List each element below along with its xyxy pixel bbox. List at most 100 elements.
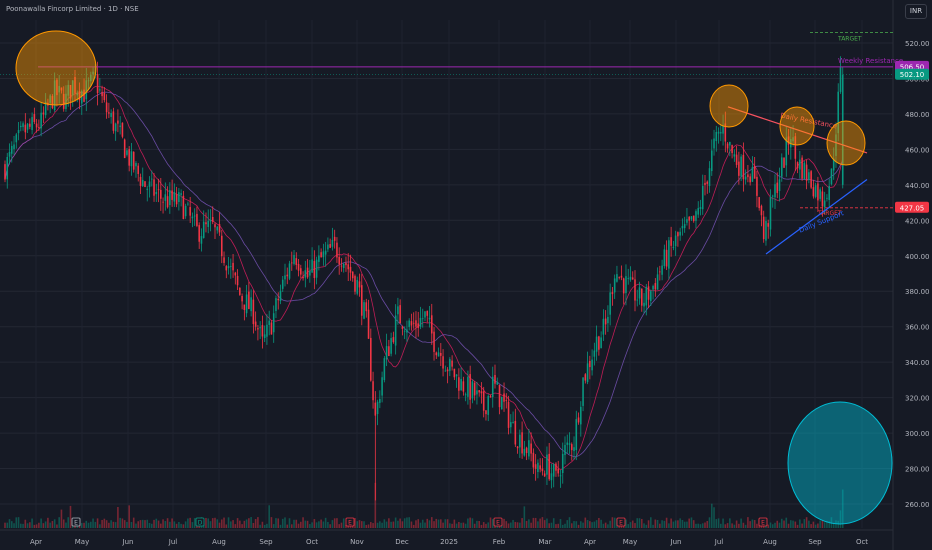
volume-bar bbox=[681, 519, 684, 528]
candle-body bbox=[796, 162, 799, 169]
event-marker-label: E bbox=[761, 520, 765, 527]
volume-bar bbox=[381, 522, 383, 528]
candle-body bbox=[774, 184, 776, 198]
currency-button[interactable]: INR bbox=[905, 4, 927, 19]
volume-bar bbox=[430, 517, 433, 528]
volume-bar bbox=[421, 519, 424, 528]
event-marker[interactable] bbox=[195, 517, 205, 527]
candle-body bbox=[546, 454, 548, 475]
candle-body bbox=[647, 286, 650, 300]
candle-body bbox=[268, 320, 270, 325]
highlight-circle bbox=[709, 84, 749, 128]
x-tick-label: Jul bbox=[714, 538, 724, 546]
candle-body bbox=[35, 123, 38, 128]
candle-body bbox=[498, 385, 501, 408]
y-tick-label: 360.00 bbox=[905, 324, 930, 332]
candle-body bbox=[263, 334, 266, 339]
candle-body bbox=[681, 225, 684, 229]
volume-bar bbox=[523, 506, 526, 528]
volume-bar bbox=[706, 520, 709, 528]
volume-bar bbox=[119, 517, 121, 528]
volume-bar bbox=[331, 520, 334, 528]
candle-body bbox=[10, 145, 13, 154]
volume-bar bbox=[103, 518, 106, 528]
volume-bar bbox=[609, 520, 611, 528]
candle-body bbox=[279, 290, 282, 302]
volume-bar bbox=[751, 519, 754, 528]
volume-bar bbox=[293, 519, 295, 528]
candle-body bbox=[555, 463, 557, 471]
volume-bar bbox=[191, 522, 194, 528]
candle-body bbox=[340, 265, 343, 267]
volume-bar bbox=[604, 522, 607, 528]
volume-bar bbox=[155, 518, 158, 528]
price-axis-label bbox=[895, 68, 929, 80]
candle-body bbox=[132, 151, 135, 170]
candle-body bbox=[56, 79, 58, 96]
event-marker[interactable] bbox=[758, 517, 768, 527]
volume-bar bbox=[512, 519, 514, 528]
volume-bar bbox=[263, 524, 266, 528]
candle-body bbox=[324, 250, 327, 255]
candle-body bbox=[832, 158, 835, 171]
volume-bar bbox=[598, 518, 600, 528]
candle-body bbox=[322, 251, 325, 258]
volume-bar bbox=[733, 524, 736, 528]
volume-bar bbox=[173, 521, 176, 528]
x-tick-label: May bbox=[623, 538, 637, 546]
event-marker[interactable] bbox=[71, 517, 81, 527]
price-axis-label-text: 506.50 bbox=[900, 63, 925, 71]
candle-body bbox=[408, 320, 410, 327]
candle-body bbox=[794, 136, 797, 159]
candle-body bbox=[250, 297, 252, 312]
event-marker[interactable] bbox=[616, 517, 626, 527]
candle-body bbox=[71, 80, 74, 96]
volume-bar bbox=[559, 519, 562, 528]
volume-bar bbox=[426, 518, 429, 528]
volume-bar bbox=[51, 521, 54, 528]
volume-bar bbox=[442, 522, 444, 528]
candle-body bbox=[320, 252, 322, 258]
volume-bar bbox=[157, 520, 160, 528]
candle-body bbox=[365, 302, 368, 312]
event-marker[interactable] bbox=[493, 517, 503, 527]
volume-bar bbox=[710, 503, 713, 528]
candle-body bbox=[290, 262, 293, 264]
candle-body bbox=[650, 291, 652, 302]
candle-body bbox=[758, 197, 760, 209]
volume-bar bbox=[672, 521, 675, 528]
candle-body bbox=[180, 193, 182, 195]
candle-body bbox=[241, 296, 243, 302]
candle-body bbox=[257, 328, 259, 330]
candle-body bbox=[315, 259, 318, 278]
candle-body bbox=[110, 113, 112, 117]
volume-bar bbox=[731, 523, 733, 528]
volume-bar bbox=[753, 520, 756, 528]
candle-body bbox=[22, 123, 24, 128]
volume-bar bbox=[22, 523, 24, 528]
volume-bar bbox=[360, 521, 363, 528]
candle-body bbox=[602, 318, 605, 335]
event-marker[interactable] bbox=[345, 517, 355, 527]
candle-body bbox=[184, 205, 187, 217]
candle-body bbox=[388, 346, 390, 357]
candle-body bbox=[799, 159, 801, 170]
volume-bar bbox=[87, 522, 90, 528]
volume-bar bbox=[410, 521, 413, 528]
candle-body bbox=[58, 85, 60, 93]
volume-bar bbox=[218, 522, 221, 528]
volume-bar bbox=[306, 520, 309, 528]
candle-body bbox=[494, 375, 496, 384]
candle-body bbox=[234, 272, 237, 276]
volume-bar bbox=[275, 518, 277, 528]
candle-body bbox=[568, 443, 571, 445]
candle-body bbox=[724, 123, 727, 142]
volume-bar bbox=[446, 519, 449, 528]
candle-body bbox=[218, 224, 221, 233]
candle-body bbox=[302, 276, 304, 279]
candle-body bbox=[500, 396, 503, 410]
candle-body bbox=[232, 262, 234, 271]
volume-bar bbox=[340, 522, 343, 528]
